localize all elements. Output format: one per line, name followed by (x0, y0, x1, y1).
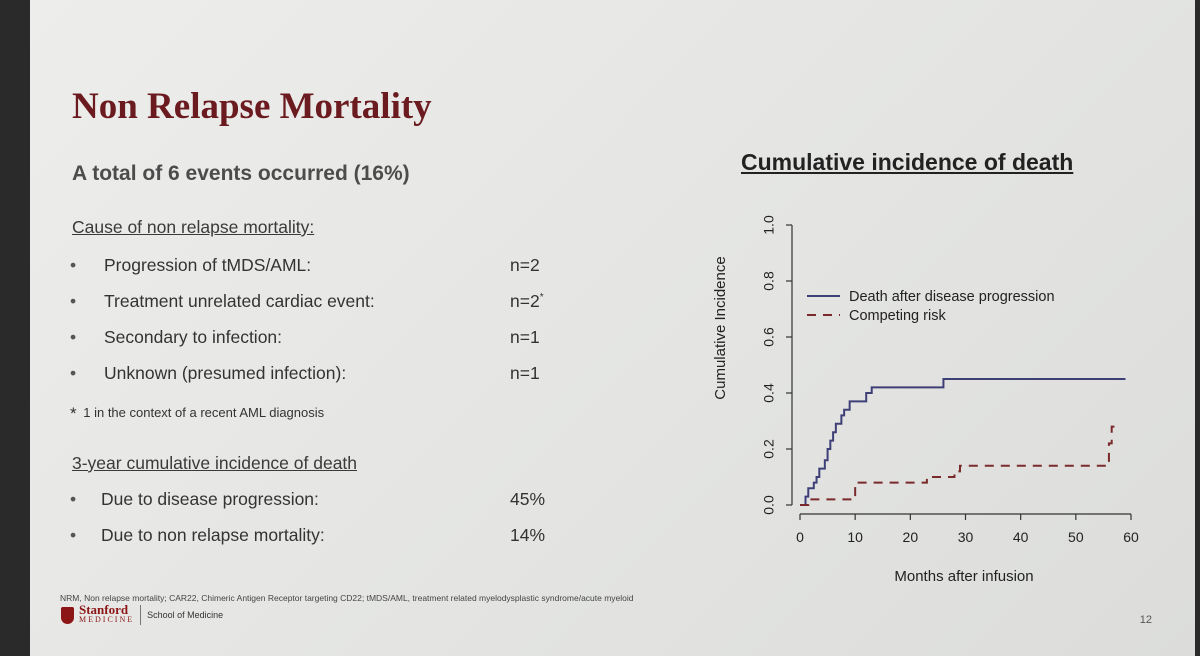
cause-count: n=1 (510, 327, 540, 347)
logo-sub: MEDICINE (79, 615, 135, 624)
bullet-icon: • (70, 363, 77, 383)
x-tick-label: 0 (796, 529, 804, 545)
cause-count: n=1 (510, 363, 540, 383)
y-tick-label: 0.2 (761, 439, 777, 459)
incidence-label: Due to disease progression: (101, 489, 319, 509)
y-axis-label: Cumulative Incidence (712, 256, 729, 399)
incidence-value: 45% (510, 489, 546, 509)
cause-label: Unknown (presumed infection): (104, 363, 347, 383)
y-tick-label: 0.8 (761, 271, 777, 291)
y-tick-label: 0.0 (761, 495, 777, 515)
footnote-text: 1 in the context of a recent AML diagnos… (83, 405, 325, 420)
footnote: * 1 in the context of a recent AML diagn… (70, 404, 324, 424)
incidence-label: Due to non relapse mortality: (101, 525, 325, 545)
cause-count: n=2* (510, 291, 544, 311)
x-tick-label: 60 (1123, 529, 1139, 545)
subtitle: A total of 6 events occurred (16%) (72, 162, 410, 185)
series-line (800, 378, 1126, 506)
chart-title: Cumulative incidence of death (741, 149, 1074, 175)
y-tick-label: 0.4 (761, 383, 777, 403)
stanford-logo: Stanford MEDICINE School of Medicine (61, 602, 224, 625)
x-axis-label: Months after infusion (894, 568, 1033, 585)
page-number: 12 (1139, 614, 1152, 626)
bullet-icon: • (70, 327, 77, 347)
bullet-icon: • (70, 525, 77, 545)
incidence-chart: 0.0 0.2 0.4 0.6 0.8 1.0 0 10 20 30 40 50 60 Death af… (712, 215, 1139, 585)
bullet-icon: • (70, 291, 77, 311)
cause-label: Progression of tMDS/AML: (104, 255, 312, 275)
slide: Non Relapse Mortality A total of 6 event… (30, 0, 1195, 656)
incidence-value: 14% (510, 525, 546, 545)
x-tick-label: 10 (847, 529, 863, 545)
bullet-icon: • (70, 255, 77, 275)
cause-label: Treatment unrelated cardiac event: (104, 291, 375, 311)
x-tick-label: 20 (903, 529, 919, 545)
causes-heading: Cause of non relapse mortality: (72, 217, 315, 237)
y-tick-label: 1.0 (761, 215, 777, 235)
incidence-heading: 3-year cumulative incidence of death (72, 453, 358, 473)
x-tick-label: 50 (1068, 529, 1084, 545)
logo-school: School of Medicine (147, 610, 224, 620)
footnote-star: * (70, 404, 77, 423)
abbreviations: NRM, Non relapse mortality; CAR22, Chime… (60, 593, 634, 603)
shield-icon (61, 606, 74, 624)
bullet-icon: • (70, 489, 77, 509)
x-tick-label: 40 (1013, 529, 1029, 545)
series-line (800, 425, 1115, 506)
logo-divider (140, 605, 142, 625)
legend-label: Competing risk (849, 308, 946, 324)
x-tick-label: 30 (958, 529, 974, 545)
y-tick-label: 0.6 (761, 327, 777, 347)
slide-title: Non Relapse Mortality (72, 86, 432, 127)
logo-name: Stanford (79, 602, 129, 617)
cause-label: Secondary to infection: (104, 327, 283, 347)
legend-label: Death after disease progression (849, 289, 1055, 305)
cause-count: n=2 (510, 255, 540, 275)
